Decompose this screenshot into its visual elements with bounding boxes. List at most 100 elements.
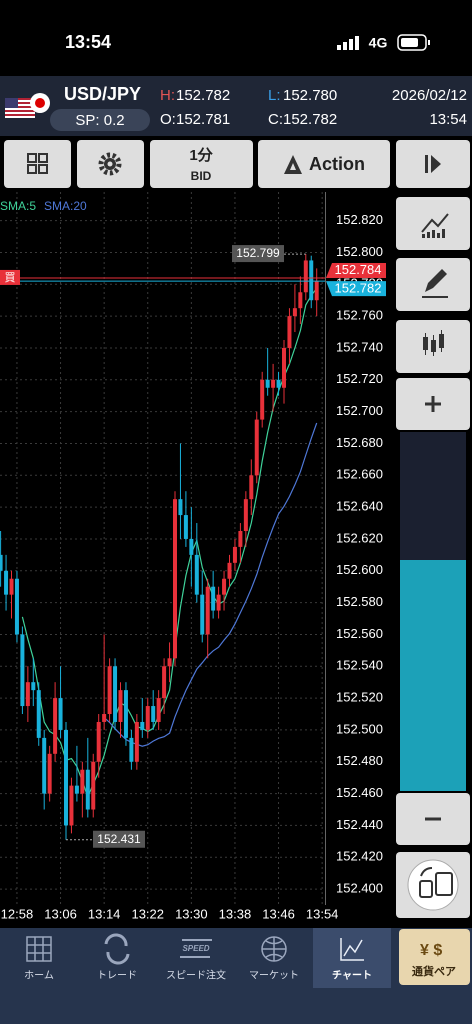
nav-label: ホーム bbox=[24, 970, 54, 982]
bottom-nav bbox=[0, 928, 472, 1024]
candle-body bbox=[254, 419, 259, 476]
price-tick-label: 152.440 bbox=[336, 817, 383, 832]
candle-body bbox=[118, 690, 123, 722]
candle-body bbox=[69, 785, 74, 826]
time-tick-label: 13:06 bbox=[44, 906, 77, 921]
high-marker-box bbox=[232, 245, 284, 263]
candle-body bbox=[271, 379, 276, 388]
candle-body bbox=[129, 737, 134, 762]
candle-body bbox=[96, 721, 101, 762]
nav-label: スピード注文 bbox=[166, 969, 226, 982]
close-value: 152.782 bbox=[283, 111, 337, 128]
candle-body bbox=[222, 578, 227, 595]
grid-button[interactable] bbox=[4, 140, 71, 188]
candle-body bbox=[173, 499, 177, 659]
nav-active-highlight bbox=[313, 928, 391, 988]
low-value: 152.780 bbox=[283, 87, 337, 104]
spread-pill bbox=[50, 109, 150, 131]
price-type-label: BID bbox=[191, 169, 212, 183]
candle-body bbox=[74, 785, 79, 794]
candle-body bbox=[107, 666, 112, 715]
price-tick-label: 152.720 bbox=[336, 371, 383, 386]
nav-label: 通貨ペア bbox=[412, 964, 456, 978]
candle-body bbox=[194, 554, 199, 595]
candle-body bbox=[25, 682, 30, 707]
candle-body bbox=[282, 347, 286, 388]
buy-tag-box bbox=[0, 269, 20, 285]
candle-body bbox=[243, 499, 248, 531]
nav-label: マーケット bbox=[249, 970, 299, 982]
low-label: L: bbox=[268, 87, 281, 104]
gear-icon bbox=[98, 152, 122, 176]
candle-body bbox=[64, 729, 68, 826]
interval-button[interactable] bbox=[150, 140, 253, 188]
candle-body bbox=[0, 554, 3, 571]
high-label: H: bbox=[160, 87, 175, 104]
candle-body bbox=[151, 706, 156, 722]
candle-body bbox=[162, 666, 167, 699]
time-tick-label: 13:30 bbox=[175, 906, 208, 921]
price-tick-label: 152.600 bbox=[336, 562, 383, 577]
price-tick-label: 152.540 bbox=[336, 658, 383, 673]
candle-body bbox=[47, 753, 52, 794]
candle-body bbox=[167, 658, 172, 667]
price-tick-label: 152.820 bbox=[336, 212, 383, 227]
chart-area: 152.820152.800152.780152.760152.740152.7… bbox=[0, 192, 386, 921]
candle-body bbox=[53, 698, 58, 754]
candle-body bbox=[298, 292, 303, 309]
time-tick-label: 13:38 bbox=[219, 906, 252, 921]
pair-name[interactable]: USD/JPY bbox=[64, 84, 141, 104]
candle-body bbox=[309, 260, 314, 301]
action-button[interactable] bbox=[258, 140, 390, 188]
price-tick-label: 152.700 bbox=[336, 403, 383, 418]
bid-tag: 152.782 bbox=[335, 281, 382, 296]
zoom-track bbox=[400, 432, 466, 560]
zoom-level[interactable] bbox=[400, 560, 466, 791]
price-tick-label: 152.480 bbox=[336, 753, 383, 768]
bid-tag-box bbox=[326, 281, 386, 297]
time-tick-label: 12:58 bbox=[1, 906, 34, 921]
header-time: 13:54 bbox=[429, 111, 467, 128]
indicator-button[interactable] bbox=[396, 197, 470, 250]
candle-body bbox=[216, 594, 221, 611]
candle-body bbox=[189, 538, 194, 555]
high-value: 152.782 bbox=[176, 87, 230, 104]
candle-body bbox=[58, 698, 63, 730]
price-tick-label: 152.580 bbox=[336, 594, 383, 609]
candle-body bbox=[292, 308, 297, 317]
candle-body bbox=[123, 690, 128, 738]
candle-body bbox=[287, 316, 292, 348]
candle-body bbox=[145, 706, 150, 730]
low-marker-box bbox=[93, 830, 145, 848]
candle-body bbox=[314, 281, 319, 301]
pair-nav-button[interactable] bbox=[399, 929, 470, 985]
candle-body bbox=[134, 721, 139, 762]
price-tick-label: 152.460 bbox=[336, 785, 383, 800]
time-tick-label: 13:22 bbox=[131, 906, 164, 921]
time-tick-label: 13:54 bbox=[306, 906, 339, 921]
battery-icon bbox=[397, 34, 430, 51]
candle-body bbox=[183, 515, 188, 539]
candle-body bbox=[91, 761, 96, 810]
side-panel bbox=[396, 197, 470, 918]
price-tick-label: 152.640 bbox=[336, 499, 383, 514]
nav-label: チャート bbox=[332, 970, 372, 982]
candle-body bbox=[211, 586, 216, 611]
open-label: O: bbox=[160, 111, 176, 128]
action-label: Action bbox=[309, 154, 365, 174]
price-tick-label: 152.680 bbox=[336, 435, 383, 450]
price-tick-label: 152.560 bbox=[336, 626, 383, 641]
time-tick-label: 13:46 bbox=[262, 906, 295, 921]
play-icon bbox=[425, 155, 441, 173]
price-tick-label: 152.400 bbox=[336, 881, 383, 896]
high-marker-label: 152.799 bbox=[236, 246, 280, 260]
grid-icon bbox=[27, 153, 48, 174]
sma-line bbox=[21, 288, 318, 799]
close-label: C: bbox=[268, 111, 283, 128]
spread: SP: 0.2 bbox=[75, 112, 124, 129]
candle-body bbox=[4, 570, 9, 595]
price-tick-label: 152.620 bbox=[336, 530, 383, 545]
legend-entry: SMA:5 bbox=[0, 199, 36, 213]
